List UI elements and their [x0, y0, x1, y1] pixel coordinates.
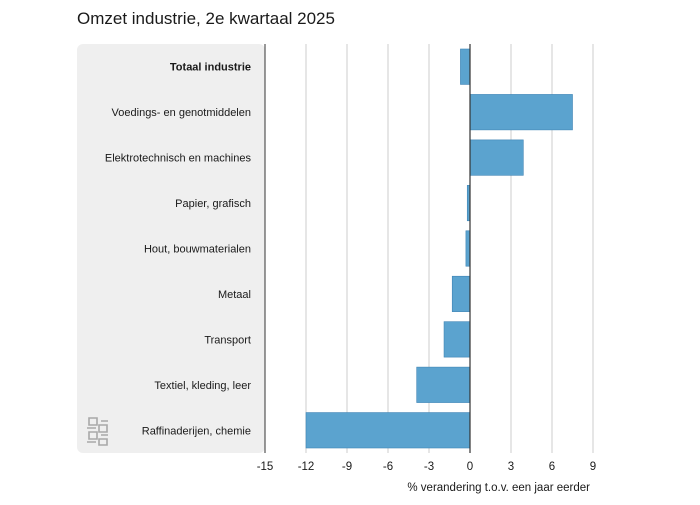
- label-panel: [77, 44, 265, 453]
- x-axis-label: % verandering t.o.v. een jaar eerder: [407, 482, 590, 494]
- bar: [416, 366, 471, 403]
- x-tick-label: 6: [549, 461, 555, 473]
- cbs-logo-icon: [87, 417, 108, 446]
- chart-title: Omzet industrie, 2e kwartaal 2025: [77, 9, 335, 28]
- category-label: Transport: [204, 334, 251, 346]
- category-label: Hout, bouwmaterialen: [144, 244, 251, 256]
- category-label: Raffinaderijen, chemie: [142, 425, 251, 437]
- category-label: Voedings- en genotmiddelen: [112, 107, 251, 119]
- bar: [469, 139, 524, 176]
- bar: [305, 412, 471, 449]
- x-tick-label: 9: [590, 461, 596, 473]
- bar: [451, 275, 471, 312]
- x-tick-label: -6: [383, 461, 393, 473]
- x-tick-label: -3: [424, 461, 434, 473]
- x-tick-label: 0: [467, 461, 473, 473]
- x-tick-label: -9: [342, 461, 352, 473]
- category-label: Textiel, kleding, leer: [154, 380, 251, 392]
- category-label: Papier, grafisch: [175, 198, 251, 210]
- x-tick-label: -15: [257, 461, 274, 473]
- bar: [460, 48, 471, 85]
- x-tick-label: 3: [508, 461, 514, 473]
- bar: [465, 230, 471, 267]
- category-label: Totaal industrie: [170, 62, 251, 74]
- bar: [443, 321, 471, 358]
- bar: [469, 94, 573, 131]
- x-tick-label: -12: [298, 461, 315, 473]
- category-label: Elektrotechnisch en machines: [105, 153, 252, 165]
- category-label: Metaal: [218, 289, 251, 301]
